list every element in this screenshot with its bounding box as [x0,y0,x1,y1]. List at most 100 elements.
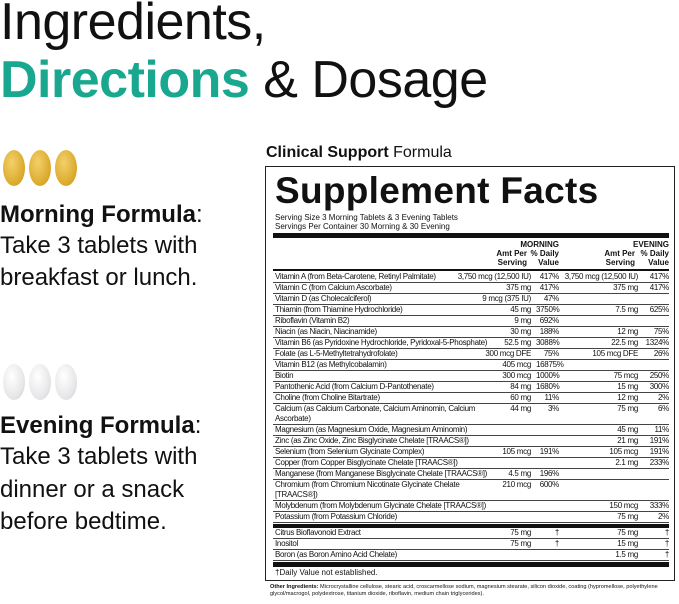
morning-daily-value: 47% [543,294,559,303]
supplement-facts-panel [265,166,675,581]
nutrient-name: Vitamin D (as Cholecalciferol) [275,294,372,303]
evening-daily-value: 417% [649,283,670,292]
morning-line: Take 3 tablets with [0,232,198,259]
table-row: Copper (from Copper Bisglycinate Chelate… [273,458,669,469]
morning-amount: 75 mg [510,539,531,548]
heading-rest: & Dosage [249,51,488,109]
nutrient-name: Zinc (as Zinc Oxide, Zinc Bisglycinate C… [275,436,469,445]
morning-amount: 60 mg [510,393,531,402]
morning-amount: 375 mg [506,283,531,292]
evening-amount: 75 mg [617,528,638,537]
table-row: Vitamin A (from Beta-Carotene, Retinyl P… [273,272,669,283]
nutrient-name: Inositol [275,539,298,548]
table-row: Selenium (from Selenium Glycinate Comple… [273,447,669,458]
nutrient-name: Selenium (from Selenium Glycinate Comple… [275,447,425,456]
table-row: Calcium (as Calcium Carbonate, Calcium A… [273,404,669,425]
evening-amount: 22.5 mg [611,338,638,347]
divider [273,233,669,238]
divider [273,523,669,528]
evening-formula-title: Evening Formula: [0,412,202,439]
morning-formula-title: Morning Formula: [0,201,203,228]
table-row: Vitamin D (as Cholecalciferol) 9 mcg (375… [273,294,669,305]
table-row: Riboflavin (Vitamin B2) 9 mg 692% [273,316,669,327]
evening-amount: 15 mg [617,382,638,391]
table-row: Inositol 75 mg † 15 mg † [273,539,669,550]
morning-daily-value: 417% [539,283,560,292]
amt-header: Amt Per Serving [604,249,635,267]
heading-line-1: Ingredients, [0,0,266,51]
evening-daily-value: 11% [654,425,669,434]
nutrient-name: Magnesium (as Magnesium Oxide, Magnesium… [275,425,468,434]
dv-header: % Daily Value [640,249,669,267]
evening-daily-value: † [664,539,669,548]
evening-daily-value: 250% [649,371,670,380]
evening-daily-value: 333% [649,501,670,510]
tablet-icon [3,150,25,186]
table-row: Niacin (as Niacin, Niacinamide) 30 mg 188%… [273,327,669,338]
nutrient-name: Potassium (from Potassium Chloride) [275,512,397,521]
nutrient-name: Vitamin B6 (as Pyridoxine Hydrochloride,… [275,338,488,347]
morning-daily-value: 417% [539,272,560,281]
tablet-icon [3,364,25,400]
evening-amount: 75 mg [617,512,638,521]
morning-daily-value: 3% [548,404,559,413]
tablet-icon [55,150,77,186]
table-row: Thiamin (from Thiamine Hydrochloride) 45 … [273,305,669,316]
morning-daily-value: 1680% [536,382,560,391]
nutrient-name: Biotin [275,371,294,380]
formula-name: Clinical Support Formula [266,144,452,161]
morning-amount: 4.5 mg [508,469,531,478]
morning-daily-value: † [554,539,559,548]
table-row: Chromium (from Chromium Nicotinate Glyci… [273,480,669,501]
evening-daily-value: 191% [649,447,670,456]
nutrient-name: Molybdenum (from Molybdenum Glycinate Ch… [275,501,486,510]
other-ingredients: Other Ingredients: Microcrystalline cell… [270,584,658,597]
footnote: †Daily Value not established. [275,568,378,577]
table-row: Vitamin B12 (as Methylcobalamin) 405 mcg 1… [273,360,669,371]
tablet-icon [55,364,77,400]
morning-daily-value: 11% [544,393,559,402]
morning-amount: 84 mg [510,382,531,391]
morning-daily-value: 191% [539,447,560,456]
table-row: Magnesium (as Magnesium Oxide, Magnesium… [273,425,669,436]
nutrient-name: Citrus Bioflavonoid Extract [275,528,361,537]
morning-daily-value: 3088% [536,338,560,347]
morning-amount: 9 mcg (375 IU) [482,294,531,303]
evening-daily-value: 2% [658,512,669,521]
morning-daily-value: 3750% [536,305,560,314]
nutrient-name: Riboflavin (Vitamin B2) [275,316,350,325]
evening-amount: 1.5 mg [615,550,638,559]
table-row: Potassium (from Potassium Chloride) 75 mg… [273,512,669,523]
morning-amount: 75 mg [510,528,531,537]
evening-daily-value: 2% [658,393,669,402]
morning-amount: 9 mg [514,316,531,325]
evening-amount: 375 mg [613,283,638,292]
nutrient-name: Vitamin B12 (as Methylcobalamin) [275,360,387,369]
evening-header: EVENING [632,240,669,249]
table-row: Folate (as L-5-Methyltetrahydrofolate) 30… [273,349,669,360]
morning-amount: 300 mcg [502,371,531,380]
morning-amount: 300 mcg DFE [485,349,531,358]
heading-accent: Directions [0,51,250,109]
dv-header: % Daily Value [530,249,559,267]
evening-line: Take 3 tablets with [0,443,198,470]
table-row: Boron (as Boron Amino Acid Chelate) 1.5 m… [273,550,669,561]
table-row: Biotin 300 mcg 1000% 75 mcg 250% [273,371,669,382]
nutrient-name: Niacin (as Niacin, Niacinamide) [275,327,377,336]
nutrient-name: Vitamin C (from Calcium Ascorbate) [275,283,392,292]
evening-amount: 3,750 mcg (12,500 IU) [564,272,639,281]
evening-amount: 105 mcg DFE [592,349,638,358]
supplement-facts-title: Supplement Facts [275,170,599,211]
evening-amount: 15 mg [617,539,638,548]
evening-amount: 7.5 mg [615,305,638,314]
evening-amount: 75 mcg [613,371,639,380]
evening-daily-value: 417% [649,272,670,281]
amt-header: Amt Per Serving [496,249,527,267]
evening-daily-value: 233% [649,458,670,467]
morning-daily-value: 600% [539,480,560,489]
evening-amount: 45 mg [617,425,638,434]
morning-daily-value: 16875% [536,360,564,369]
evening-daily-value: 625% [649,305,670,314]
table-row: Molybdenum (from Molybdenum Glycinate Ch… [273,501,669,512]
evening-line: dinner or a snack [0,476,185,503]
